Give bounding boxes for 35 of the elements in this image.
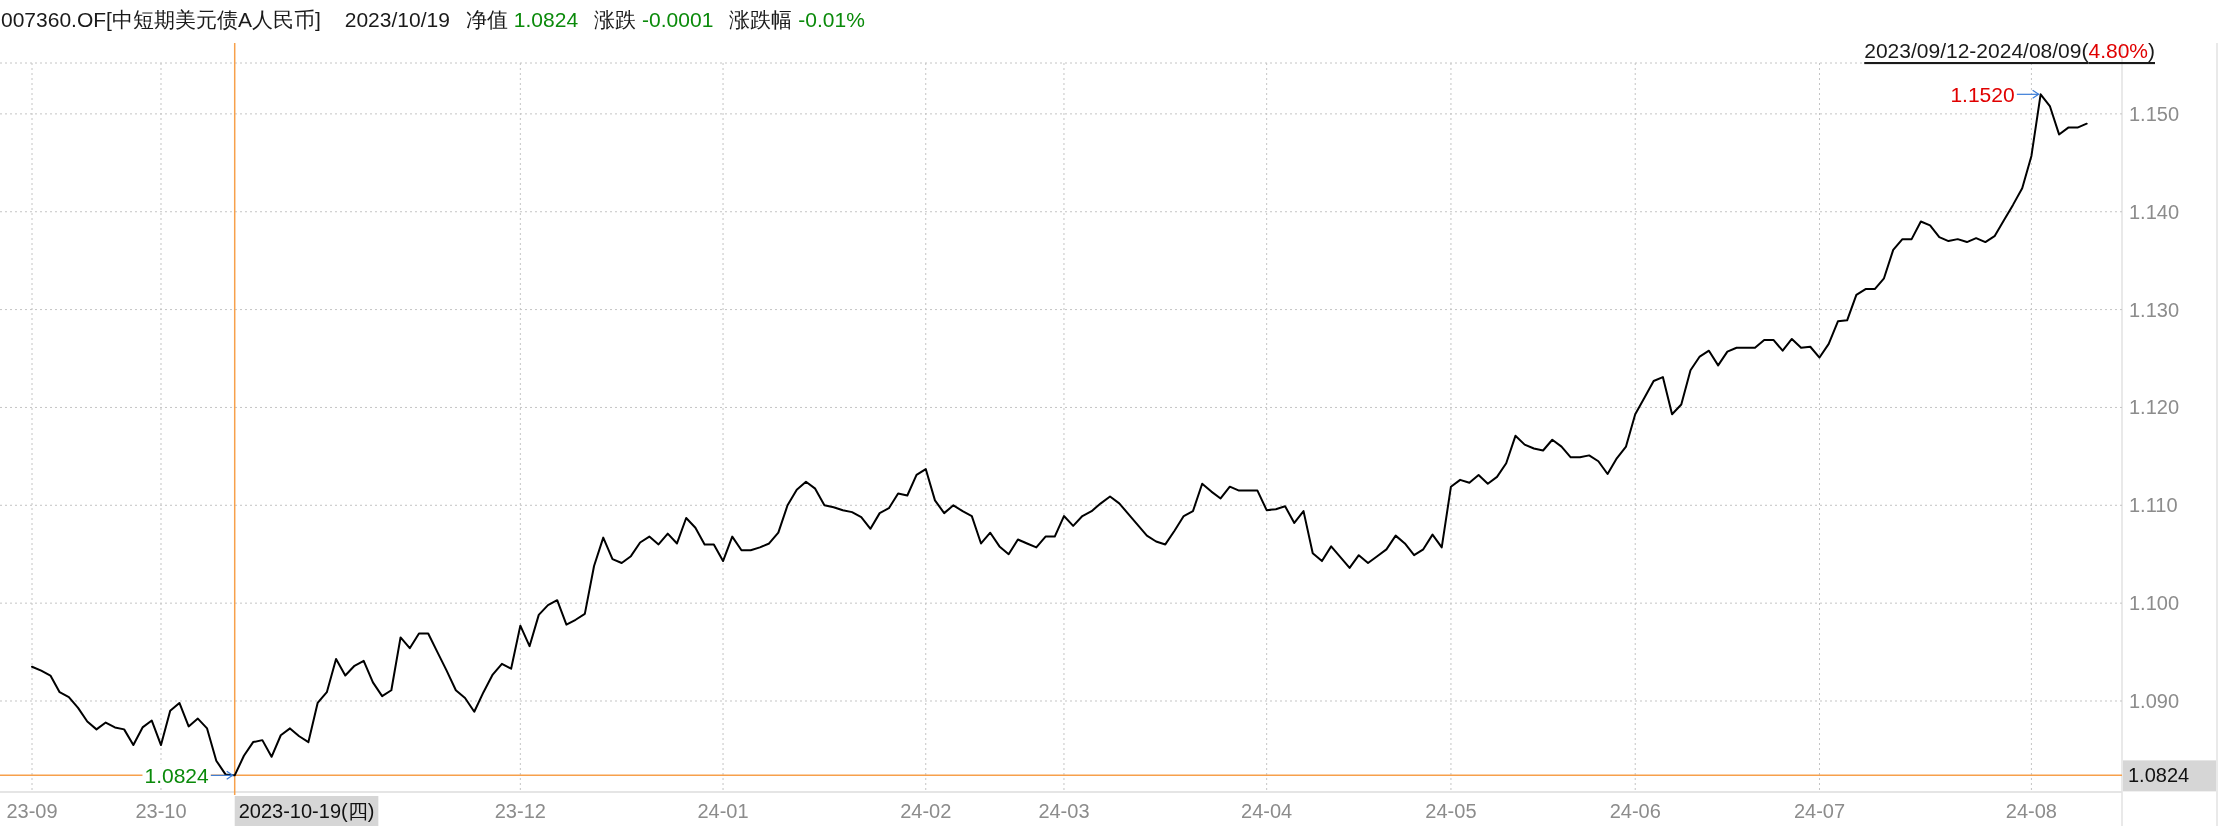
y-tick-label: 1.090 [2129, 690, 2180, 712]
point-label: 1.0824 [142, 763, 234, 788]
x-tick-label: 23-12 [494, 800, 546, 822]
x-tick-label: 23-09 [6, 800, 58, 822]
x-tick-label: 23-10 [135, 800, 187, 822]
text: 1.0824 [513, 7, 579, 31]
y-tick-label: 1.100 [2129, 592, 2180, 615]
y-tick-label: 1.110 [2129, 494, 2178, 517]
text: ) [2148, 38, 2155, 62]
text: 涨跌 [594, 7, 637, 31]
title: 007360.OF[中短期美元债A人民币] [1, 7, 321, 31]
text: 涨跌幅 [729, 7, 793, 31]
ref-line-label: 1.0824 [2128, 764, 2190, 787]
x-tick-label: 24-01 [697, 800, 749, 822]
x-tick-label: 24-08 [2005, 800, 2057, 822]
text: 4.80% [2088, 38, 2148, 62]
annotation: 1.0824 [144, 763, 210, 787]
crosshair-label: 2023-10-19(四) [234, 796, 379, 826]
x-tick-label: 24-02 [900, 800, 952, 822]
text: 2023/10/19 [344, 7, 450, 31]
text: -0.0001 [642, 7, 714, 31]
y-tick-label: 1.140 [2129, 200, 2180, 223]
ref-label: 1.0824 [2123, 760, 2216, 792]
text: 净值 [465, 7, 508, 31]
x-tick-label: 24-06 [1609, 800, 1661, 822]
y-tick-label: 1.130 [2129, 298, 2180, 321]
x-tick-label: 24-03 [1038, 800, 1090, 822]
y-tick-label: 1.120 [2129, 396, 2180, 419]
text: 2023/09/12-2024/08/09( [1864, 38, 2089, 62]
text: -0.01% [798, 7, 865, 31]
annotation: 1.1520 [1950, 82, 2015, 106]
y-tick-label: 1.150 [2129, 102, 2180, 125]
x-tick-label: 24-05 [1425, 800, 1477, 822]
x-tick-label: 24-07 [1793, 800, 1846, 822]
x-tick-label: 24-04 [1241, 800, 1293, 822]
